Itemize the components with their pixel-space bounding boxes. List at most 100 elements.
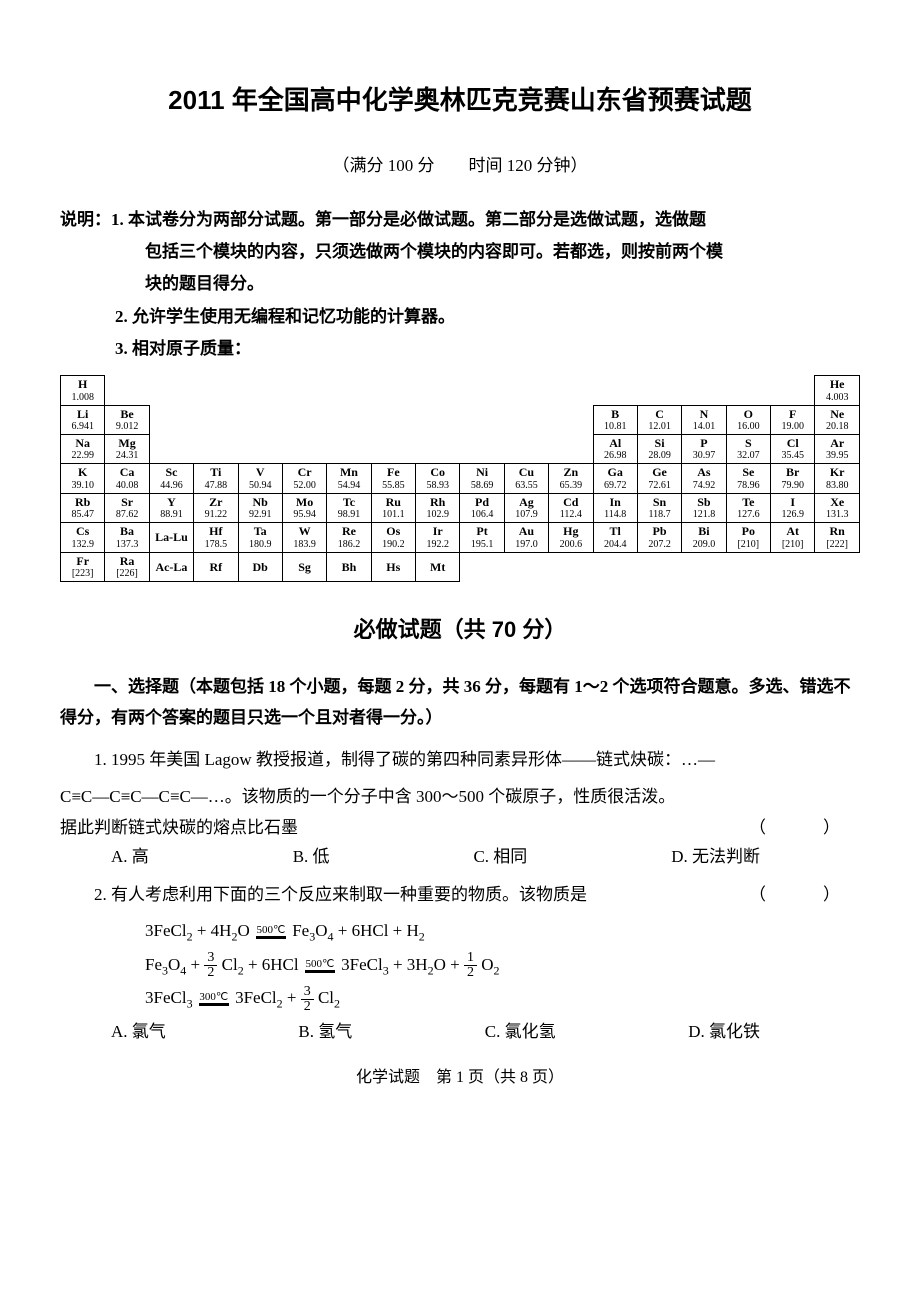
periodic-cell: Cl35.45 xyxy=(771,435,815,464)
periodic-cell: Li6.941 xyxy=(61,405,105,434)
periodic-cell xyxy=(371,405,415,434)
periodic-cell: Re186.2 xyxy=(327,523,371,552)
periodic-cell xyxy=(549,405,593,434)
periodic-cell xyxy=(238,376,282,405)
periodic-cell: La-Lu xyxy=(149,523,193,552)
periodic-cell: Be9.012 xyxy=(105,405,149,434)
periodic-cell: In114.8 xyxy=(593,493,637,522)
footer: 化学试题 第 1 页（共 8 页） xyxy=(60,1065,860,1091)
periodic-cell: O16.00 xyxy=(726,405,770,434)
periodic-cell: Ga69.72 xyxy=(593,464,637,493)
periodic-cell: Sb121.8 xyxy=(682,493,726,522)
periodic-cell: Sc44.96 xyxy=(149,464,193,493)
page-title: 2011 年全国高中化学奥林匹克竞赛山东省预赛试题 xyxy=(60,80,860,122)
periodic-cell: Cr52.00 xyxy=(282,464,326,493)
periodic-cell xyxy=(149,376,193,405)
periodic-cell: Tl204.4 xyxy=(593,523,637,552)
periodic-cell: Rf xyxy=(194,552,238,581)
periodic-cell: Ir192.2 xyxy=(416,523,460,552)
eq3: 3FeCl3 300℃ 3FeCl2 + 32 Cl2 xyxy=(60,984,860,1014)
periodic-cell: H1.008 xyxy=(61,376,105,405)
q1-optC: C. 相同 xyxy=(473,843,527,870)
periodic-cell xyxy=(371,376,415,405)
periodic-cell: Au197.0 xyxy=(504,523,548,552)
periodic-cell: Po[210] xyxy=(726,523,770,552)
periodic-cell xyxy=(371,435,415,464)
periodic-cell: Sr87.62 xyxy=(105,493,149,522)
periodic-cell: Xe131.3 xyxy=(815,493,860,522)
periodic-cell xyxy=(504,552,548,581)
instruction-line-3: 3. 相对原子质量： xyxy=(60,333,860,365)
periodic-cell xyxy=(282,376,326,405)
q2-text: 2. 有人考虑利用下面的三个反应来制取一种重要的物质。该物质是 （ ） xyxy=(60,880,860,911)
periodic-cell: As74.92 xyxy=(682,464,726,493)
periodic-cell: Ar39.95 xyxy=(815,435,860,464)
periodic-cell xyxy=(416,376,460,405)
periodic-cell xyxy=(460,405,504,434)
periodic-cell xyxy=(327,405,371,434)
periodic-cell: Rn[222] xyxy=(815,523,860,552)
periodic-cell: Cd112.4 xyxy=(549,493,593,522)
periodic-cell: Ne20.18 xyxy=(815,405,860,434)
instruction-line-1c: 块的题目得分。 xyxy=(60,268,860,300)
periodic-cell: Co58.93 xyxy=(416,464,460,493)
periodic-cell: Tc98.91 xyxy=(327,493,371,522)
periodic-cell: K39.10 xyxy=(61,464,105,493)
periodic-cell: Zr91.22 xyxy=(194,493,238,522)
periodic-cell xyxy=(726,552,770,581)
q2-text-span: 2. 有人考虑利用下面的三个反应来制取一种重要的物质。该物质是 xyxy=(94,885,587,904)
subtitle: （满分 100 分 时间 120 分钟） xyxy=(60,152,860,179)
periodic-cell xyxy=(771,552,815,581)
q2-options: A. 氯气 B. 氢气 C. 氯化氢 D. 氯化铁 xyxy=(60,1018,860,1045)
periodic-cell: Na22.99 xyxy=(61,435,105,464)
periodic-cell: Rb85.47 xyxy=(61,493,105,522)
periodic-cell: Mo95.94 xyxy=(282,493,326,522)
periodic-cell: Sn118.7 xyxy=(637,493,681,522)
q1-optA: A. 高 xyxy=(111,843,149,870)
periodic-cell: Hg200.6 xyxy=(549,523,593,552)
periodic-cell: W183.9 xyxy=(282,523,326,552)
periodic-cell: Cu63.55 xyxy=(504,464,548,493)
periodic-cell: Hs xyxy=(371,552,415,581)
periodic-cell xyxy=(460,435,504,464)
periodic-cell xyxy=(815,552,860,581)
eq1: 3FeCl2 + 4H2O 500℃ Fe3O4 + 6HCl + H2 xyxy=(60,917,860,947)
periodic-cell: Mt xyxy=(416,552,460,581)
periodic-cell xyxy=(416,405,460,434)
q1-text3-span: 据此判断链式炔碳的熔点比石墨 xyxy=(60,818,298,837)
q2-optD: D. 氯化铁 xyxy=(688,1018,760,1045)
periodic-cell: Cs132.9 xyxy=(61,523,105,552)
q1-text1: 1. 1995 年美国 Lagow 教授报道，制得了碳的第四种同素异形体——链式… xyxy=(60,745,860,776)
q1-optD: D. 无法判断 xyxy=(671,843,760,870)
periodic-cell xyxy=(549,552,593,581)
periodic-cell: Fe55.85 xyxy=(371,464,415,493)
periodic-cell: V50.94 xyxy=(238,464,282,493)
periodic-cell xyxy=(460,376,504,405)
periodic-cell: Al26.98 xyxy=(593,435,637,464)
section-title: 必做试题（共 70 分） xyxy=(60,612,860,647)
periodic-cell xyxy=(238,405,282,434)
periodic-cell: I126.9 xyxy=(771,493,815,522)
periodic-cell xyxy=(327,435,371,464)
periodic-cell: Rh102.9 xyxy=(416,493,460,522)
periodic-cell xyxy=(194,376,238,405)
periodic-cell: He4.003 xyxy=(815,376,860,405)
periodic-cell: Sg xyxy=(282,552,326,581)
periodic-cell xyxy=(504,435,548,464)
periodic-cell: Bi209.0 xyxy=(682,523,726,552)
instruction-line-1: 说明：1. 本试卷分为两部分试题。第一部分是必做试题。第二部分是选做试题，选做题 xyxy=(60,204,860,236)
periodic-cell: Ni58.69 xyxy=(460,464,504,493)
periodic-cell xyxy=(149,435,193,464)
periodic-cell: Os190.2 xyxy=(371,523,415,552)
periodic-cell: Ru101.1 xyxy=(371,493,415,522)
periodic-cell xyxy=(549,435,593,464)
periodic-cell: Pb207.2 xyxy=(637,523,681,552)
periodic-cell: Mg24.31 xyxy=(105,435,149,464)
periodic-cell xyxy=(105,376,149,405)
instruction-line-2: 2. 允许学生使用无编程和记忆功能的计算器。 xyxy=(60,301,860,333)
q1-text3: 据此判断链式炔碳的熔点比石墨 （ ） xyxy=(60,813,860,844)
periodic-cell xyxy=(771,376,815,405)
periodic-cell xyxy=(682,376,726,405)
periodic-cell xyxy=(327,376,371,405)
periodic-cell: P30.97 xyxy=(682,435,726,464)
